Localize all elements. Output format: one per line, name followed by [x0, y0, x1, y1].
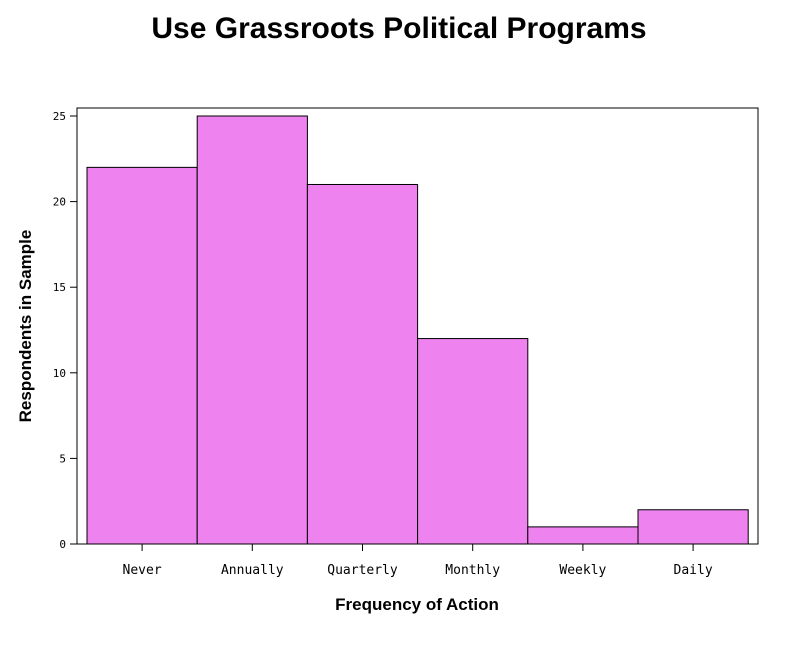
y-tick-label: 20 — [53, 196, 66, 209]
bar-weekly — [527, 526, 639, 545]
x-tick-label: Quarterly — [327, 563, 398, 578]
y-tick-label: 10 — [53, 367, 66, 380]
x-tick-label: Monthly — [445, 563, 500, 578]
x-tick-label: Annually — [221, 563, 284, 578]
x-tick-label: Daily — [674, 563, 713, 578]
y-tick-label: 25 — [53, 110, 66, 123]
y-tick-label: 5 — [59, 452, 66, 465]
bar-daily — [637, 509, 749, 545]
x-tick-label: Never — [123, 563, 162, 578]
x-tick-label: Weekly — [559, 563, 606, 578]
y-axis: 0 5 10 15 20 25 — [53, 110, 77, 551]
x-axis-title: Frequency of Action — [335, 595, 499, 614]
bar-monthly — [417, 338, 529, 545]
bar-quarterly — [306, 183, 419, 545]
bar-never — [86, 166, 198, 545]
chart-title: Use Grassroots Political Programs — [151, 12, 646, 45]
y-tick-label: 15 — [53, 281, 66, 294]
x-axis: Never Annually Quarterly Monthly Weekly Daily — [123, 544, 713, 578]
y-tick-label: 0 — [59, 538, 66, 551]
bars-group — [86, 115, 749, 545]
bar-annually — [196, 115, 308, 545]
y-axis-title: Respondents in Sample — [16, 230, 35, 423]
